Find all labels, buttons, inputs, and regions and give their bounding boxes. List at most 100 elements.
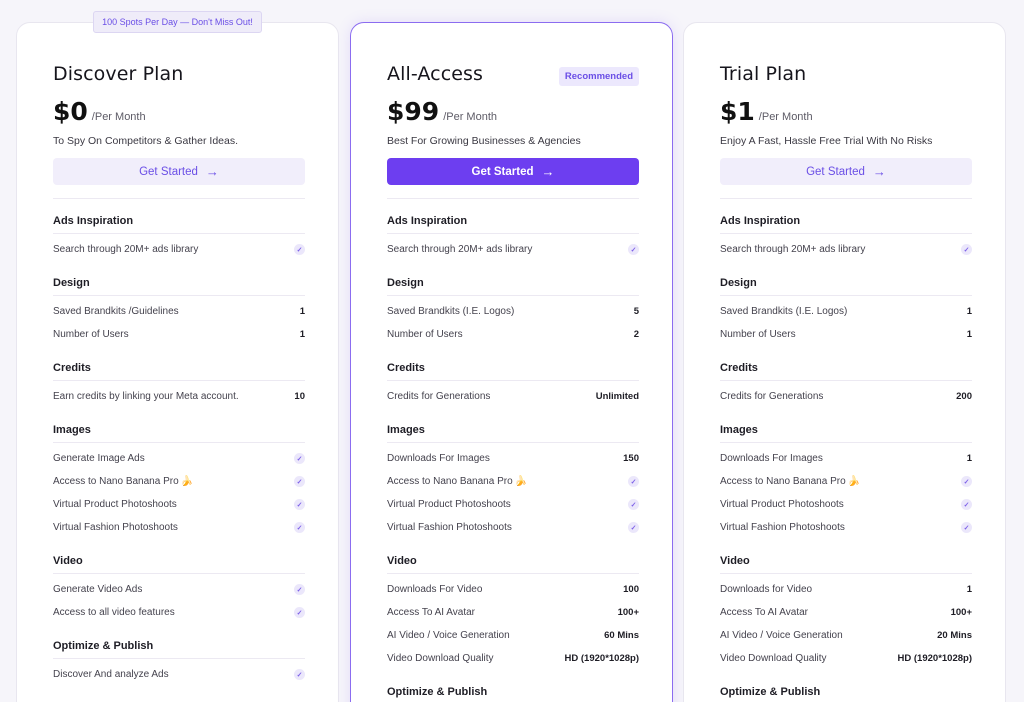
check-icon: ✓	[294, 607, 305, 618]
feature-row: Virtual Product Photoshoots ✓	[720, 493, 972, 516]
feature-value: 5	[633, 306, 639, 317]
get-started-button[interactable]: Get Started →	[720, 158, 972, 185]
feature-label: Video Download Quality	[387, 653, 494, 664]
feature-row: Virtual Product Photoshoots ✓	[53, 493, 305, 516]
feature-label-text: AI Video / Voice Generation	[720, 630, 843, 641]
check-icon: ✓	[294, 522, 305, 533]
plan-name: All-Access	[387, 63, 484, 85]
feature-row: Search through 20M+ ads library ✓	[720, 238, 972, 261]
feature-label: Downloads For Images	[720, 453, 823, 464]
feature-row: Downloads For Video 100	[387, 578, 639, 601]
feature-label-text: Downloads For Images	[720, 453, 823, 464]
feature-row: Video Download Quality HD (1920*1028p)	[387, 647, 639, 670]
plan-name: Discover Plan	[53, 63, 184, 85]
check-icon: ✓	[628, 522, 639, 533]
feature-row: Access to Nano Banana Pro 🍌 ✓	[53, 470, 305, 493]
feature-row: Discover And analyze Ads ✓	[53, 663, 305, 686]
arrow-right-icon: →	[541, 164, 555, 179]
feature-row: Earn credits by linking your Meta accoun…	[53, 385, 305, 408]
plan-tagline: To Spy On Competitors & Gather Ideas.	[53, 135, 239, 147]
check-icon: ✓	[961, 476, 972, 487]
feature-row: Access To AI Avatar 100+	[720, 601, 972, 624]
feature-value: 200	[956, 391, 972, 402]
feature-label-text: Search through 20M+ ads library	[53, 244, 199, 255]
price-period: /Per Month	[758, 111, 813, 123]
feature-row: Number of Users 2	[387, 323, 639, 346]
feature-label: Access to all video features	[53, 607, 175, 618]
feature-row: Virtual Fashion Photoshoots ✓	[53, 516, 305, 539]
feature-label-text: Access to Nano Banana Pro	[720, 476, 846, 487]
feature-label: Generate Video Ads	[53, 584, 142, 595]
feature-list: Ads Inspiration Search through 20M+ ads l…	[720, 199, 972, 702]
feature-label: Credits for Generations	[720, 391, 823, 402]
get-started-button[interactable]: Get Started →	[387, 158, 639, 185]
divider	[387, 198, 639, 199]
check-icon: ✓	[961, 499, 972, 510]
feature-row: Saved Brandkits (I.E. Logos) 1	[720, 300, 972, 323]
feature-row: Virtual Fashion Photoshoots ✓	[387, 516, 639, 539]
plan-card-discover: Discover Plan $0 /Per Month To Spy On Co…	[16, 22, 339, 702]
feature-label: Search through 20M+ ads library	[720, 244, 865, 255]
section-title: Video	[720, 539, 972, 574]
section-title: Optimize & Publish	[387, 670, 639, 702]
check-icon: ✓	[294, 669, 305, 680]
feature-value: 60 Mins	[604, 630, 639, 641]
feature-value: 100+	[617, 607, 639, 618]
feature-row: Downloads For Images 150	[387, 447, 639, 470]
feature-label-text: Credits for Generations	[720, 391, 824, 402]
feature-label: Number of Users	[53, 329, 129, 340]
feature-label-text: Virtual Product Photoshoots	[720, 499, 844, 510]
feature-row: Saved Brandkits /Guidelines 1	[53, 300, 305, 323]
arrow-right-icon: →	[205, 164, 219, 179]
feature-row: AI Video / Voice Generation 60 Mins	[387, 624, 639, 647]
section-title: Design	[53, 261, 305, 296]
banana-icon: 🍌	[180, 476, 194, 487]
section-title: Images	[53, 408, 305, 443]
check-icon: ✓	[294, 453, 305, 464]
plan-price: $0	[53, 97, 88, 126]
feature-row: Generate Image Ads ✓	[53, 447, 305, 470]
spots-banner: 100 Spots Per Day — Don't Miss Out!	[93, 11, 262, 33]
feature-value: 10	[294, 391, 305, 402]
feature-label: Access To AI Avatar	[387, 607, 475, 618]
feature-label: Saved Brandkits (I.E. Logos)	[387, 306, 514, 317]
feature-label-text: Search through 20M+ ads library	[387, 244, 533, 255]
plan-card-all-access: All-Access Recommended $99 /Per Month Be…	[350, 22, 673, 702]
banana-icon: 🍌	[514, 476, 528, 487]
section-title: Ads Inspiration	[53, 199, 305, 234]
feature-label: Access to Nano Banana Pro 🍌	[387, 476, 527, 487]
cta-label: Get Started	[139, 165, 198, 178]
feature-label: Downloads For Images	[387, 453, 490, 464]
feature-row: Downloads For Images 1	[720, 447, 972, 470]
feature-label-text: Saved Brandkits /Guidelines	[53, 306, 179, 317]
feature-row: Saved Brandkits (I.E. Logos) 5	[387, 300, 639, 323]
plan-card-trial: Trial Plan $1 /Per Month Enjoy A Fast, H…	[683, 22, 1006, 702]
feature-label: Virtual Product Photoshoots	[720, 499, 844, 510]
price-period: /Per Month	[443, 111, 497, 123]
price-row: $99 /Per Month	[387, 97, 497, 126]
feature-label: AI Video / Voice Generation	[387, 630, 510, 641]
feature-row: Access To AI Avatar 100+	[387, 601, 639, 624]
feature-row: Video Download Quality HD (1920*1028p)	[720, 647, 972, 670]
get-started-button[interactable]: Get Started →	[53, 158, 305, 185]
feature-label: Virtual Product Photoshoots	[387, 499, 511, 510]
feature-label: Virtual Fashion Photoshoots	[387, 522, 512, 533]
divider	[720, 198, 972, 199]
cta-label: Get Started	[806, 165, 865, 178]
feature-value: 20 Mins	[937, 630, 972, 641]
feature-label: Downloads for Video	[720, 584, 812, 595]
feature-label-text: Virtual Product Photoshoots	[387, 499, 511, 510]
feature-label-text: Generate Image Ads	[53, 453, 145, 464]
feature-label: Search through 20M+ ads library	[387, 244, 532, 255]
banana-icon: 🍌	[847, 476, 861, 487]
feature-value: 2	[633, 329, 639, 340]
feature-row: Generate Video Ads ✓	[53, 578, 305, 601]
feature-value: HD (1920*1028p)	[897, 653, 972, 664]
price-row: $1 /Per Month	[720, 97, 813, 126]
section-title: Optimize & Publish	[720, 670, 972, 702]
cta-label: Get Started	[471, 165, 534, 178]
feature-label-text: Video Download Quality	[720, 653, 827, 664]
check-icon: ✓	[961, 522, 972, 533]
feature-label-text: Discover And analyze Ads	[53, 669, 169, 680]
feature-value: 1	[966, 584, 972, 595]
